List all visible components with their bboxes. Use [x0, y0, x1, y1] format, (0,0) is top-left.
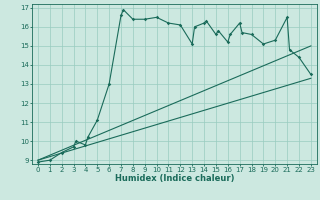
X-axis label: Humidex (Indice chaleur): Humidex (Indice chaleur): [115, 174, 234, 183]
